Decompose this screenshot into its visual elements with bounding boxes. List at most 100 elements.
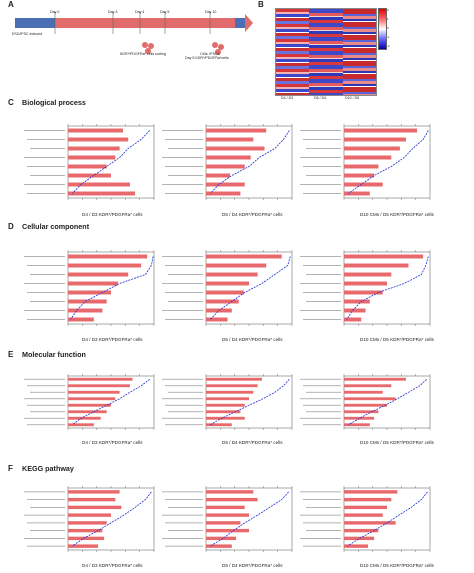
cumulative-line	[348, 379, 427, 426]
bar	[344, 281, 387, 286]
legend-label-5: -2	[387, 44, 390, 48]
caption-e-1: D4 / D3 KDR*/PDGFRa* cells	[82, 440, 143, 445]
heatmap-col-2	[309, 9, 343, 95]
heatmap-col-1	[276, 9, 310, 95]
panel-f-label: F	[8, 464, 13, 473]
bar	[68, 290, 111, 295]
bar	[344, 397, 396, 401]
bar	[206, 377, 262, 381]
section-title-e: Molecular function	[22, 350, 86, 359]
bar	[344, 544, 369, 548]
cumulative-line	[72, 378, 150, 426]
bar	[68, 272, 129, 277]
bar	[68, 317, 94, 322]
cumulative-line	[348, 130, 429, 194]
caption-f-3: D10 CMs / D5 KDR*/PDGFRa* cells	[360, 563, 434, 568]
caption-c-1: D4 / D3 KDR*/PDGFRa* cells	[82, 212, 143, 217]
section-title-d: Cellular component	[22, 222, 90, 231]
caption-c-3: D10 CMs / D5 KDR*/PDGFRa* cells	[360, 212, 434, 217]
go-chart-f-1	[24, 486, 155, 552]
go-chart-f-2	[162, 486, 293, 552]
cumulative-line	[72, 130, 150, 194]
chart-frame	[67, 125, 155, 199]
bar	[344, 410, 379, 414]
caption-e-2: D5 / D4 KDR*/PDGFRa* cells	[222, 440, 283, 445]
legend-label-1: 2	[387, 8, 389, 12]
bar	[68, 505, 122, 510]
bar	[68, 544, 99, 548]
heatmap	[275, 8, 377, 96]
timeline-left-note: ESC/iPSC induced	[12, 32, 43, 36]
go-chart-c-3	[300, 124, 431, 200]
chart-frame	[205, 125, 293, 199]
bar	[68, 497, 116, 502]
chart-frame	[343, 487, 431, 551]
cumulative-line	[72, 491, 152, 547]
caption-d-2: D5 / D4 KDR*/PDGFRa* cells	[222, 337, 283, 342]
bar	[344, 128, 418, 133]
bar	[344, 513, 383, 517]
bar	[344, 299, 370, 304]
bar	[68, 521, 107, 525]
bar	[206, 397, 249, 401]
bar	[68, 191, 136, 196]
bar	[68, 164, 107, 169]
cumulative-line	[70, 256, 154, 320]
bar	[344, 423, 370, 427]
bar	[344, 384, 392, 388]
bar	[68, 536, 105, 541]
bar	[206, 544, 232, 548]
bar	[206, 254, 282, 259]
bar	[206, 490, 254, 494]
timeline-diagram	[15, 12, 253, 55]
bar	[344, 254, 424, 259]
bar	[206, 528, 249, 533]
go-chart-d-2	[162, 250, 293, 326]
bar	[344, 497, 392, 502]
chart-frame	[343, 251, 431, 325]
panel-a-label: A	[8, 0, 14, 9]
bar	[206, 536, 237, 541]
bar	[344, 263, 409, 268]
go-chart-c-2	[162, 124, 293, 200]
timeline-end: Day 10	[205, 10, 217, 14]
timeline-bar-red	[55, 18, 235, 28]
bar	[206, 299, 239, 304]
go-chart-e-1	[24, 374, 155, 430]
panel-b-label: B	[258, 0, 264, 9]
bar	[206, 505, 245, 510]
bar	[206, 521, 241, 525]
go-chart-e-2	[162, 374, 293, 430]
bar	[344, 308, 366, 313]
go-chart-d-3	[300, 250, 431, 326]
bar	[206, 513, 249, 517]
bar	[68, 254, 148, 259]
bar	[344, 164, 379, 169]
heatmap-col-label-1: D4 / D3	[281, 96, 294, 100]
bar	[344, 137, 406, 142]
bar	[206, 317, 228, 322]
bar	[68, 528, 103, 533]
bar	[344, 536, 375, 541]
bar	[344, 528, 379, 533]
bar	[68, 155, 116, 160]
timeline-bottom-note: Day 5 KDR*/PDGFRa*cells	[185, 56, 229, 60]
go-chart-f-3	[300, 486, 431, 552]
caption-d-1: D4 / D3 KDR*/PDGFRa* cells	[82, 337, 143, 342]
bar	[206, 182, 245, 187]
chart-frame	[67, 487, 155, 551]
bar	[206, 290, 244, 295]
timeline-arrowhead	[245, 14, 253, 32]
cumulative-line	[210, 491, 289, 547]
heatmap-col-label-2: D5 / D4	[314, 96, 327, 100]
bar	[68, 281, 118, 286]
bar	[344, 191, 370, 196]
bar	[344, 390, 383, 394]
bar	[68, 377, 133, 381]
bar	[68, 173, 111, 178]
bar	[68, 513, 111, 517]
bar	[206, 155, 251, 160]
bar	[68, 410, 107, 414]
bar	[206, 390, 254, 394]
legend-label-4: -1	[387, 35, 390, 39]
